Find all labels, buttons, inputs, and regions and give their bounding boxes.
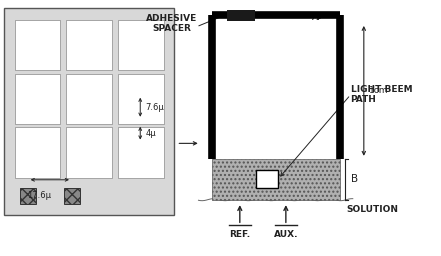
Text: 1cm: 1cm (369, 86, 389, 95)
Bar (15, 20, 60, 70)
Bar (212, 159, 340, 200)
Text: AUX.: AUX. (273, 230, 298, 239)
Bar (4, 8, 174, 215)
Bar (67, 20, 112, 70)
Bar (15, 74, 60, 124)
Text: ADHESIVE
SPACER: ADHESIVE SPACER (146, 14, 198, 34)
Bar (118, 127, 164, 178)
Text: B: B (351, 174, 358, 184)
Text: LIGHT BEEM
PATH: LIGHT BEEM PATH (351, 85, 412, 104)
Text: REF.: REF. (229, 230, 250, 239)
Bar (67, 127, 112, 178)
Text: 17.6μ: 17.6μ (27, 191, 52, 200)
Bar (118, 20, 164, 70)
Text: SOLUTION: SOLUTION (346, 205, 398, 215)
Bar (20, 188, 36, 204)
Bar (118, 74, 164, 124)
Text: 7.6μ: 7.6μ (146, 103, 164, 112)
Bar (20, 188, 36, 204)
Text: 4μ: 4μ (146, 129, 156, 138)
Bar (227, 9, 255, 21)
Text: A: A (312, 12, 319, 22)
Bar (67, 74, 112, 124)
Bar (257, 170, 278, 188)
Bar (15, 127, 60, 178)
Bar (64, 188, 80, 204)
Bar (64, 188, 80, 204)
